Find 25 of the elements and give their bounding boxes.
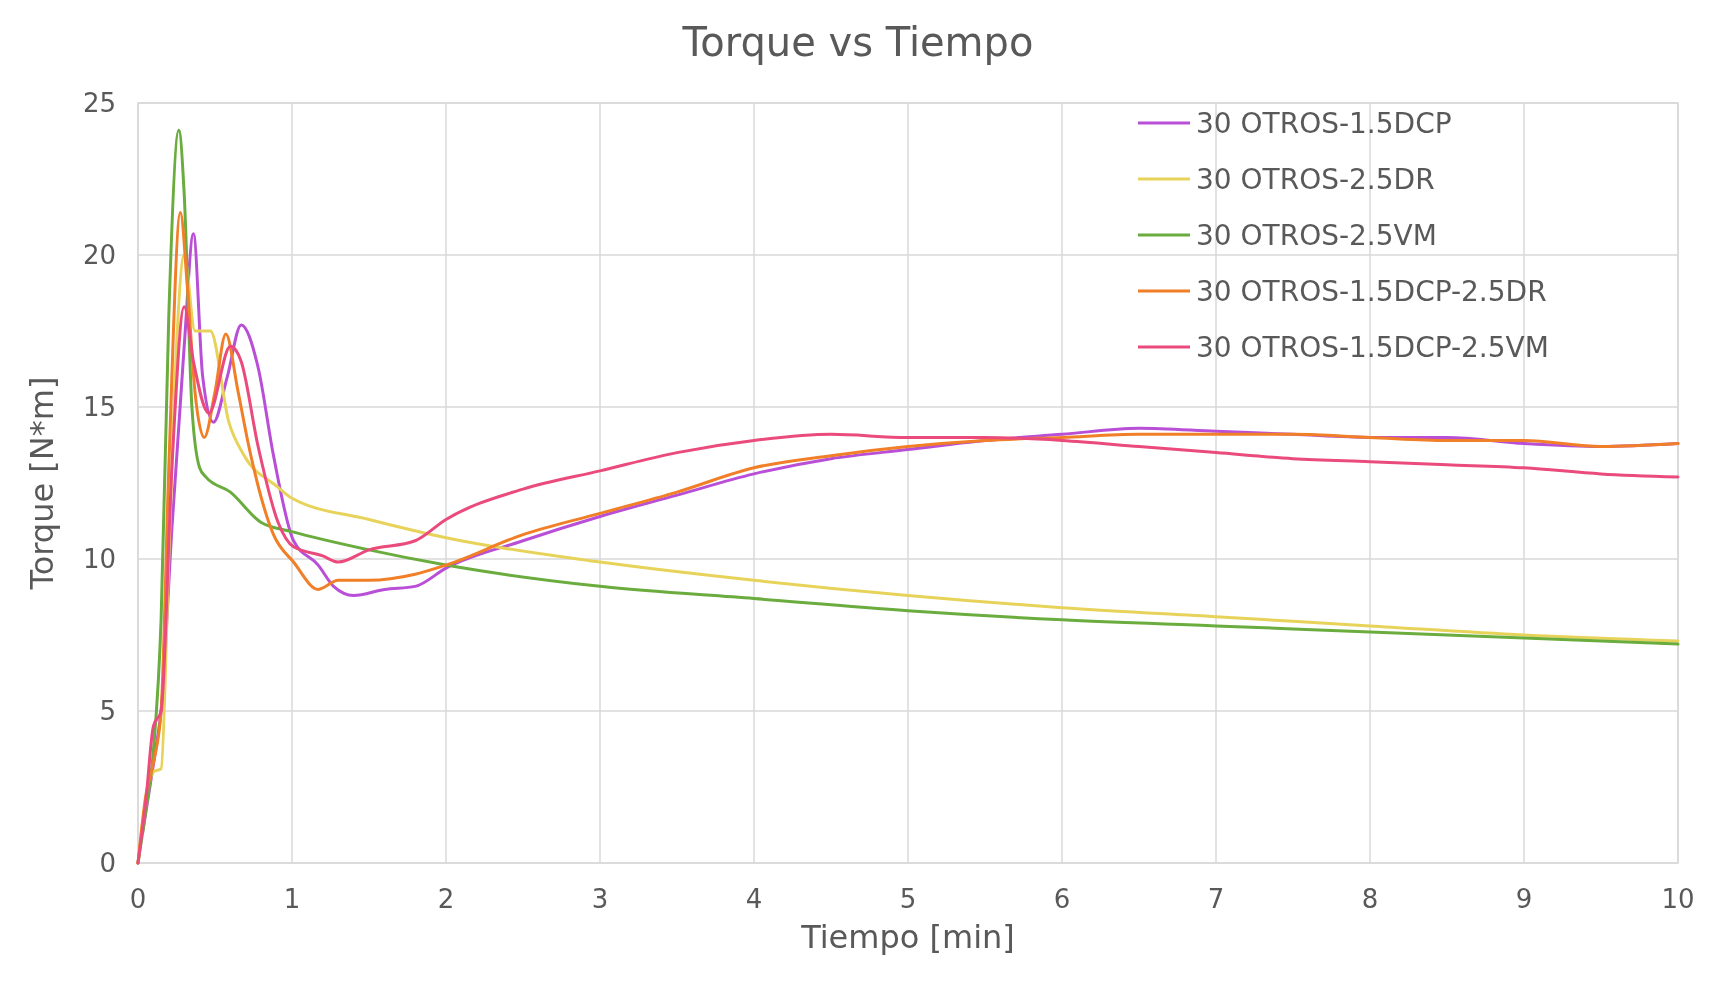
legend-label: 30 OTROS-2.5DR [1196,162,1435,196]
chart-title: Torque vs Tiempo [681,19,1034,65]
x-tick-label: 3 [591,884,609,914]
legend-label: 30 OTROS-1.5DCP [1196,106,1452,140]
x-tick-label: 4 [745,884,763,914]
legend-label: 30 OTROS-1.5DCP-2.5VM [1196,330,1549,364]
x-tick-label: 6 [1053,884,1071,914]
x-axis-title: Tiempo [min] [800,918,1015,956]
y-tick-label: 5 [99,696,116,727]
y-tick-label: 10 [82,544,116,575]
x-tick-label: 8 [1361,884,1379,914]
legend-label: 30 OTROS-2.5VM [1196,218,1437,252]
y-tick-label: 25 [82,88,116,119]
legend-label: 30 OTROS-1.5DCP-2.5DR [1196,274,1547,308]
x-tick-label: 0 [129,884,147,914]
y-tick-label: 0 [99,848,116,879]
x-tick-label: 5 [899,884,917,914]
x-tick-label: 2 [437,884,455,914]
x-tick-label: 7 [1207,884,1225,914]
y-axis-title: Torque [N*m] [23,376,61,591]
y-tick-label: 15 [82,392,116,423]
x-tick-label: 10 [1661,884,1695,914]
x-tick-label: 9 [1515,884,1533,914]
y-tick-label: 20 [82,240,116,271]
x-tick-label: 1 [283,884,301,914]
